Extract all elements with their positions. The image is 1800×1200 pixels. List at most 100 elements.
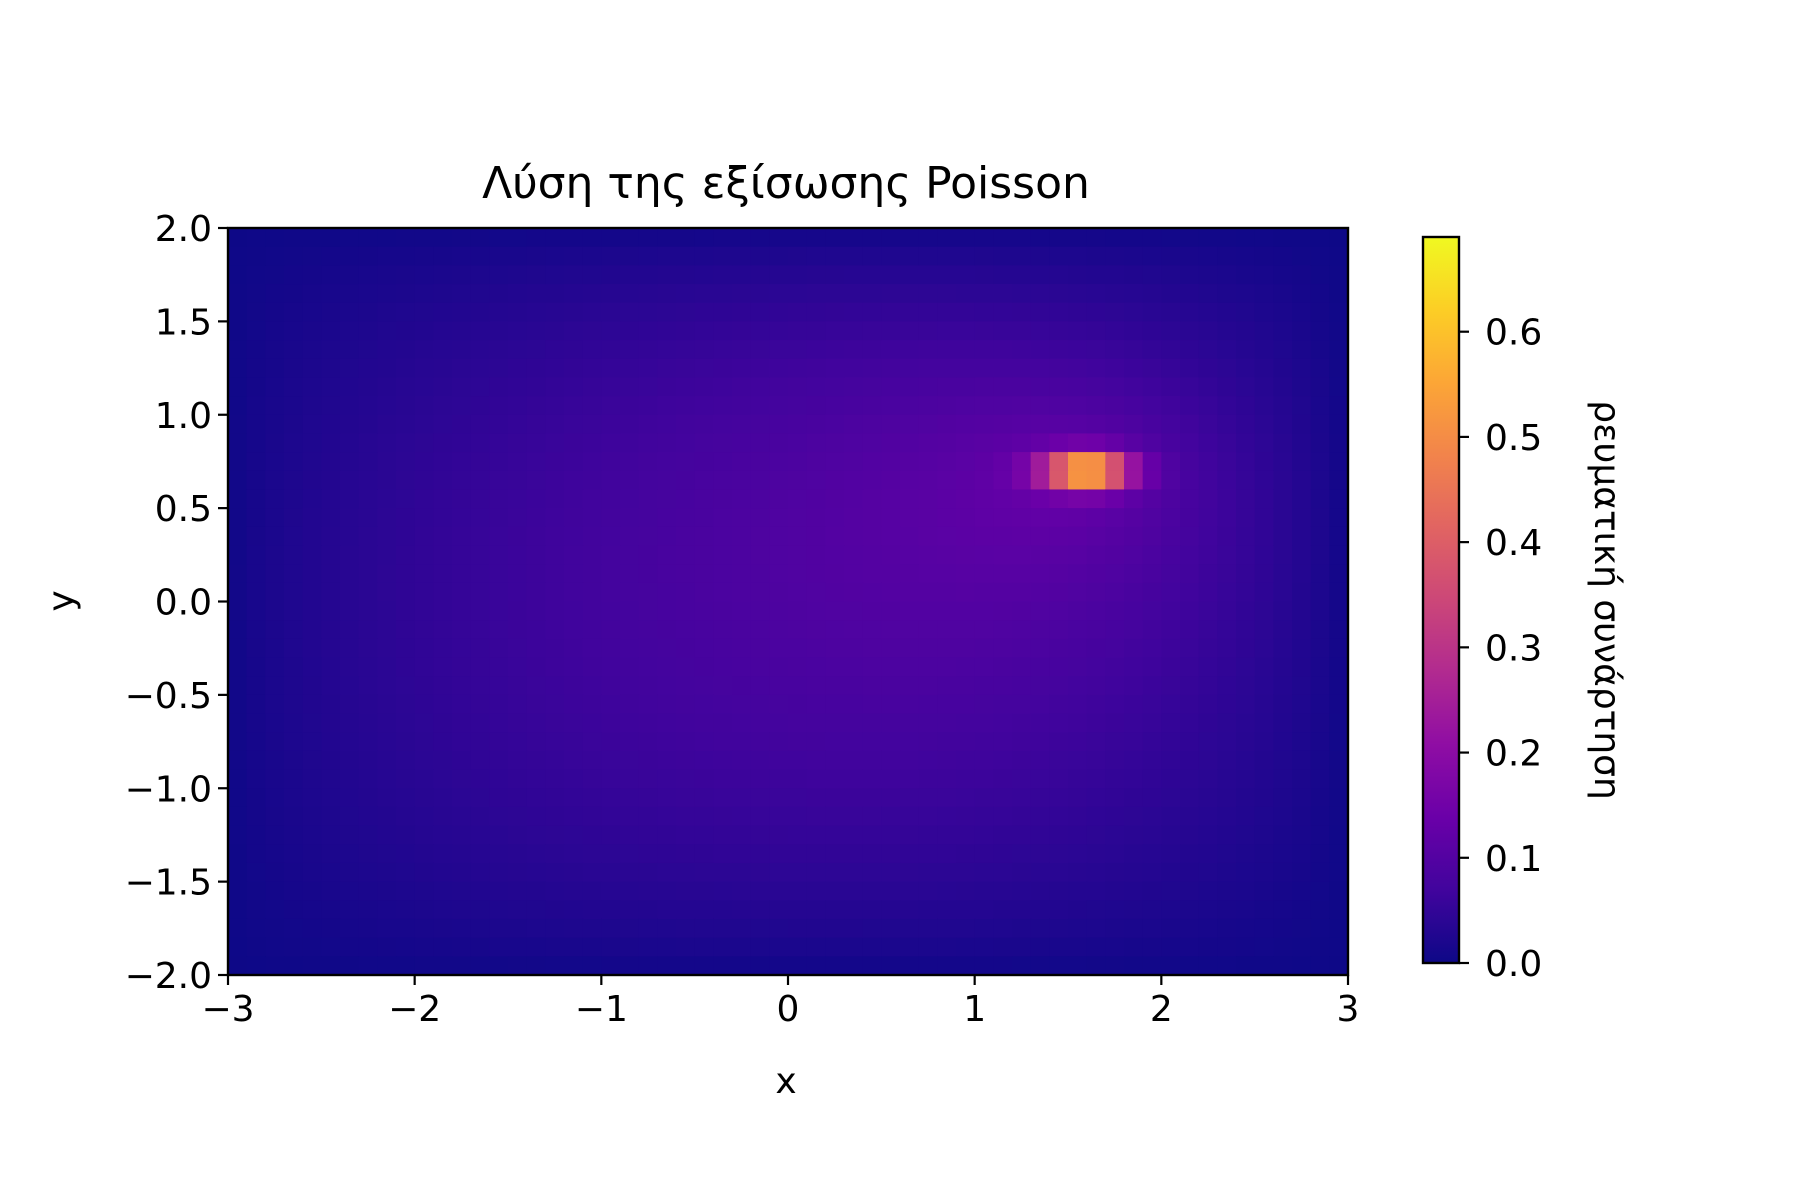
heatmap-cell [470,470,490,491]
heatmap-cell [265,508,285,528]
heatmap-cell [657,601,677,621]
heatmap-cell [713,676,733,696]
heatmap-cell [750,414,770,435]
heatmap-cell [1310,657,1330,677]
heatmap-cell [358,414,378,435]
heatmap-cell [1217,340,1237,360]
heatmap-cell [1292,246,1312,266]
heatmap-cell [750,470,770,491]
heatmap-cell [489,601,509,621]
heatmap-cell [1292,788,1312,808]
heatmap-cell [246,246,266,266]
heatmap-cell [302,246,322,266]
heatmap-cell [1012,713,1032,733]
heatmap-cell [900,582,920,603]
heatmap-cell [526,881,546,901]
heatmap-cell [1086,228,1106,248]
heatmap-cell [750,377,770,397]
heatmap-cell [750,228,770,248]
heatmap-cell [1161,769,1181,789]
heatmap-cell [750,358,770,379]
heatmap-cell [377,396,397,416]
heatmap-cell [284,769,304,789]
heatmap-cell [937,396,957,416]
heatmap-cell [1068,788,1088,808]
heatmap-cell [1273,396,1293,416]
heatmap-cell [1068,657,1088,677]
heatmap-cell [1180,844,1200,864]
heatmap-cell [1161,396,1181,416]
heatmap-cell [1236,470,1256,491]
heatmap-cell [1292,881,1312,901]
heatmap-cell [713,713,733,733]
heatmap-cell [1142,340,1162,360]
heatmap-cell [713,582,733,603]
heatmap-cell [1124,564,1144,584]
heatmap-cell [694,825,714,845]
heatmap-cell [1124,937,1144,957]
heatmap-cell [974,750,994,771]
heatmap-cell [918,321,938,341]
heatmap-cell [1273,825,1293,845]
heatmap-cell [862,564,882,584]
heatmap-cell [1030,340,1050,360]
heatmap-cell [1124,676,1144,696]
heatmap-cell [1068,340,1088,360]
heatmap-cell [862,881,882,901]
y-axis-ticks: −2.0−1.5−1.0−0.50.00.51.01.52.0 [125,209,228,997]
heatmap-cell [302,881,322,901]
heatmap-cell [620,937,640,957]
heatmap-cell [508,732,528,752]
heatmap-cell [545,844,565,864]
heatmap-cell [993,265,1013,285]
heatmap-cell [414,265,434,285]
heatmap-cell [1180,396,1200,416]
heatmap-cell [1198,825,1218,845]
heatmap-cell [769,526,789,547]
heatmap-cell [1105,377,1125,397]
heatmap-cell [638,358,658,379]
heatmap-cell [396,937,416,957]
heatmap-cell [1012,582,1032,603]
heatmap-cell [265,526,285,547]
heatmap-cell [1254,862,1274,883]
heatmap-cell [564,862,584,883]
heatmap-cell [694,881,714,901]
heatmap-cell [620,265,640,285]
heatmap-cell [1030,377,1050,397]
heatmap-cell [433,377,453,397]
heatmap-cell [340,470,360,491]
heatmap-cell [694,769,714,789]
heatmap-cell [526,750,546,771]
heatmap-cell [825,918,845,939]
heatmap-cell [340,676,360,696]
colorbar-tick-label: 0.4 [1485,523,1542,564]
heatmap-cell [246,937,266,957]
heatmap-cell [414,806,434,827]
heatmap-cell [881,732,901,752]
heatmap-cell [1161,265,1181,285]
heatmap-cell [993,769,1013,789]
heatmap-cell [806,918,826,939]
heatmap-cell [396,638,416,659]
heatmap-cell [284,377,304,397]
heatmap-cell [414,414,434,435]
heatmap-cell [769,601,789,621]
heatmap-cell [340,508,360,528]
heatmap-cell [937,340,957,360]
heatmap-cell [246,526,266,547]
heatmap-cell [1329,862,1349,883]
heatmap-cell [1254,582,1274,603]
heatmap-cell [1142,788,1162,808]
heatmap-cell [620,844,640,864]
heatmap-cell [825,844,845,864]
heatmap-cell [788,377,808,397]
heatmap-cell [396,862,416,883]
heatmap-cell [1180,284,1200,304]
heatmap-cell [340,358,360,379]
heatmap-cell [1049,694,1069,715]
heatmap-cell [302,657,322,677]
heatmap-cell [302,769,322,789]
heatmap-cell [228,582,248,603]
heatmap-cell [657,937,677,957]
